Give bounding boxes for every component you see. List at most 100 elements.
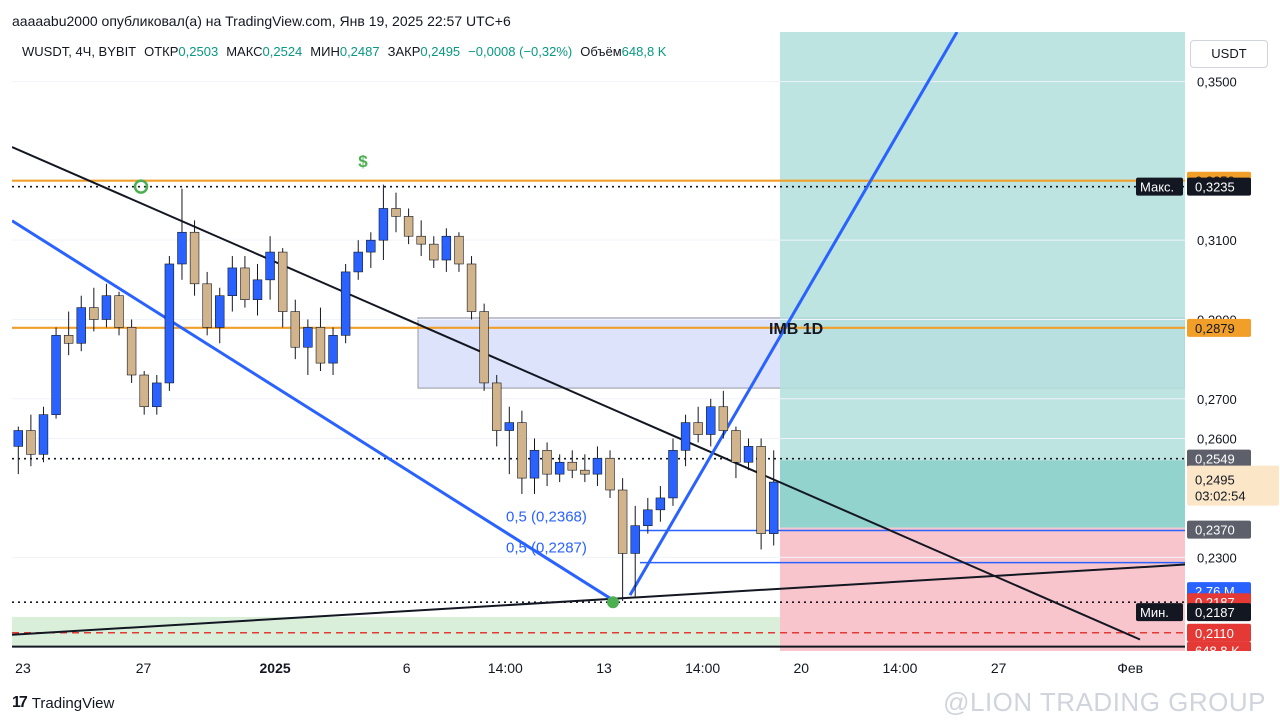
legend-high: МАКС0,2524 <box>226 44 302 59</box>
candle <box>706 406 716 435</box>
candle <box>542 450 552 475</box>
candle <box>378 208 389 241</box>
price-tick-label: 0,2600 <box>1197 431 1237 446</box>
time-tick-label: 23 <box>15 660 31 676</box>
candle <box>63 335 74 344</box>
extreme-tag-box <box>1136 603 1183 622</box>
time-tick-label: 6 <box>403 660 411 676</box>
chart-area[interactable]: $0,5 (0,2368) 0,5 (0,2287) IMB 1D Макс. Мин. <box>12 32 1185 651</box>
fib-label: 0,5 (0,2368) <box>506 508 587 525</box>
candle <box>252 279 263 300</box>
publish-line: aaaaabu2000 опубликовал(а) на TradingVie… <box>12 13 511 29</box>
time-tick-label: 27 <box>991 660 1007 676</box>
high-marker-icon <box>133 179 149 194</box>
blue-channel-line <box>12 219 613 601</box>
price-chart-svg[interactable]: $0,5 (0,2368) 0,5 (0,2287) IMB 1D Макс. Мин. <box>12 32 1185 651</box>
dollar-marker-icon: $ <box>358 152 368 171</box>
candle <box>26 430 36 455</box>
time-tick-label: 2025 <box>260 660 291 676</box>
watermark: @LION TRADING GROUP <box>943 687 1266 717</box>
candle <box>429 243 439 261</box>
legend-open-value: 0,2503 <box>178 44 219 59</box>
candle <box>51 335 61 415</box>
currency-selector[interactable]: USDT <box>1190 40 1268 68</box>
extreme-tag: Макс. <box>1140 180 1174 195</box>
zone-support <box>12 616 780 647</box>
extreme-tag-box <box>1136 177 1183 196</box>
price-label-box <box>1187 318 1251 337</box>
candle <box>441 235 452 261</box>
time-tick-label: 20 <box>794 660 810 676</box>
candle <box>768 481 779 534</box>
countdown-label: 03:02:54 <box>1195 489 1246 504</box>
time-tick-label: 14:00 <box>685 660 720 676</box>
candle <box>605 457 615 491</box>
fib-label: 0,5 (0,2287) <box>506 540 587 557</box>
candle <box>38 414 49 455</box>
candle <box>680 422 691 451</box>
candle <box>177 231 187 265</box>
legend-volume-label: Объём <box>580 44 622 59</box>
zone-target-inner <box>780 460 1185 528</box>
candle <box>114 295 124 328</box>
time-tick-label: 13 <box>596 660 612 676</box>
last-price-box <box>1187 465 1279 506</box>
candle <box>693 422 703 435</box>
candle <box>240 267 250 300</box>
candle <box>89 307 99 320</box>
candle <box>718 406 729 431</box>
candle <box>592 457 603 475</box>
legend-close-value: 0,2495 <box>420 44 461 59</box>
extreme-tag: Мин. <box>1140 605 1169 620</box>
price-label-box <box>1187 177 1251 196</box>
zone-target <box>780 32 1185 461</box>
price-axis[interactable]: 0,35000,31000,29000,27000,26000,23000,32… <box>1185 32 1280 660</box>
price-label-box <box>1187 520 1251 539</box>
candle <box>366 239 376 253</box>
candle <box>668 450 678 499</box>
price-tick-label: 0,2700 <box>1197 392 1237 407</box>
price-label: 648,8 K <box>1195 644 1240 651</box>
price-label-box <box>1187 623 1251 642</box>
time-tick-label: 14:00 <box>882 660 917 676</box>
price-tick-label: 0,3500 <box>1197 75 1237 90</box>
legend-high-label: МАКС <box>226 44 263 59</box>
candle <box>554 461 565 475</box>
price-axis-svg: 0,35000,31000,29000,27000,26000,23000,32… <box>1187 75 1279 660</box>
candle <box>479 311 489 384</box>
candle <box>492 382 502 431</box>
candle <box>391 208 401 217</box>
candle <box>743 446 754 463</box>
footer-brand: 17 TradingView <box>12 694 114 712</box>
legend-change: −0,0008 (−0,32%) <box>468 44 573 59</box>
candle <box>580 469 590 475</box>
candle <box>504 422 515 431</box>
candle <box>643 509 653 526</box>
price-label: 0,2370 <box>1195 523 1235 538</box>
candle <box>315 327 326 364</box>
time-axis[interactable]: 23 27 2025 6 14:00 13 14:00 20 14:00 27 Фев <box>12 653 1185 683</box>
candle <box>164 263 175 384</box>
tradingview-logo-icon: 17 <box>12 694 28 711</box>
candle <box>340 271 351 336</box>
candle <box>567 461 577 471</box>
ascending-trendline <box>12 563 1185 636</box>
low-marker-icon <box>607 596 619 609</box>
legend-symbol[interactable]: WUSDT, 4Ч, BYBIT <box>22 44 137 59</box>
price-tick-label: 0,2300 <box>1197 550 1237 565</box>
candle <box>731 430 741 463</box>
candle <box>152 382 162 408</box>
legend-volume: Объём648,8 K <box>580 44 666 59</box>
descending-trendline <box>12 146 1141 641</box>
candle <box>529 450 540 479</box>
candle <box>215 295 225 328</box>
time-tick-label: 14:00 <box>488 660 523 676</box>
candle <box>189 231 200 285</box>
brand-name: TradingView <box>31 694 115 712</box>
candle <box>101 295 112 320</box>
ohlc-legend: WUSDT, 4Ч, BYBIT ОТКР0,2503 МАКС0,2524 М… <box>22 44 666 59</box>
candle <box>139 374 149 408</box>
price-label: 0,2110 <box>1195 626 1234 641</box>
time-tick-label: 27 <box>136 660 152 676</box>
candle <box>630 525 640 554</box>
